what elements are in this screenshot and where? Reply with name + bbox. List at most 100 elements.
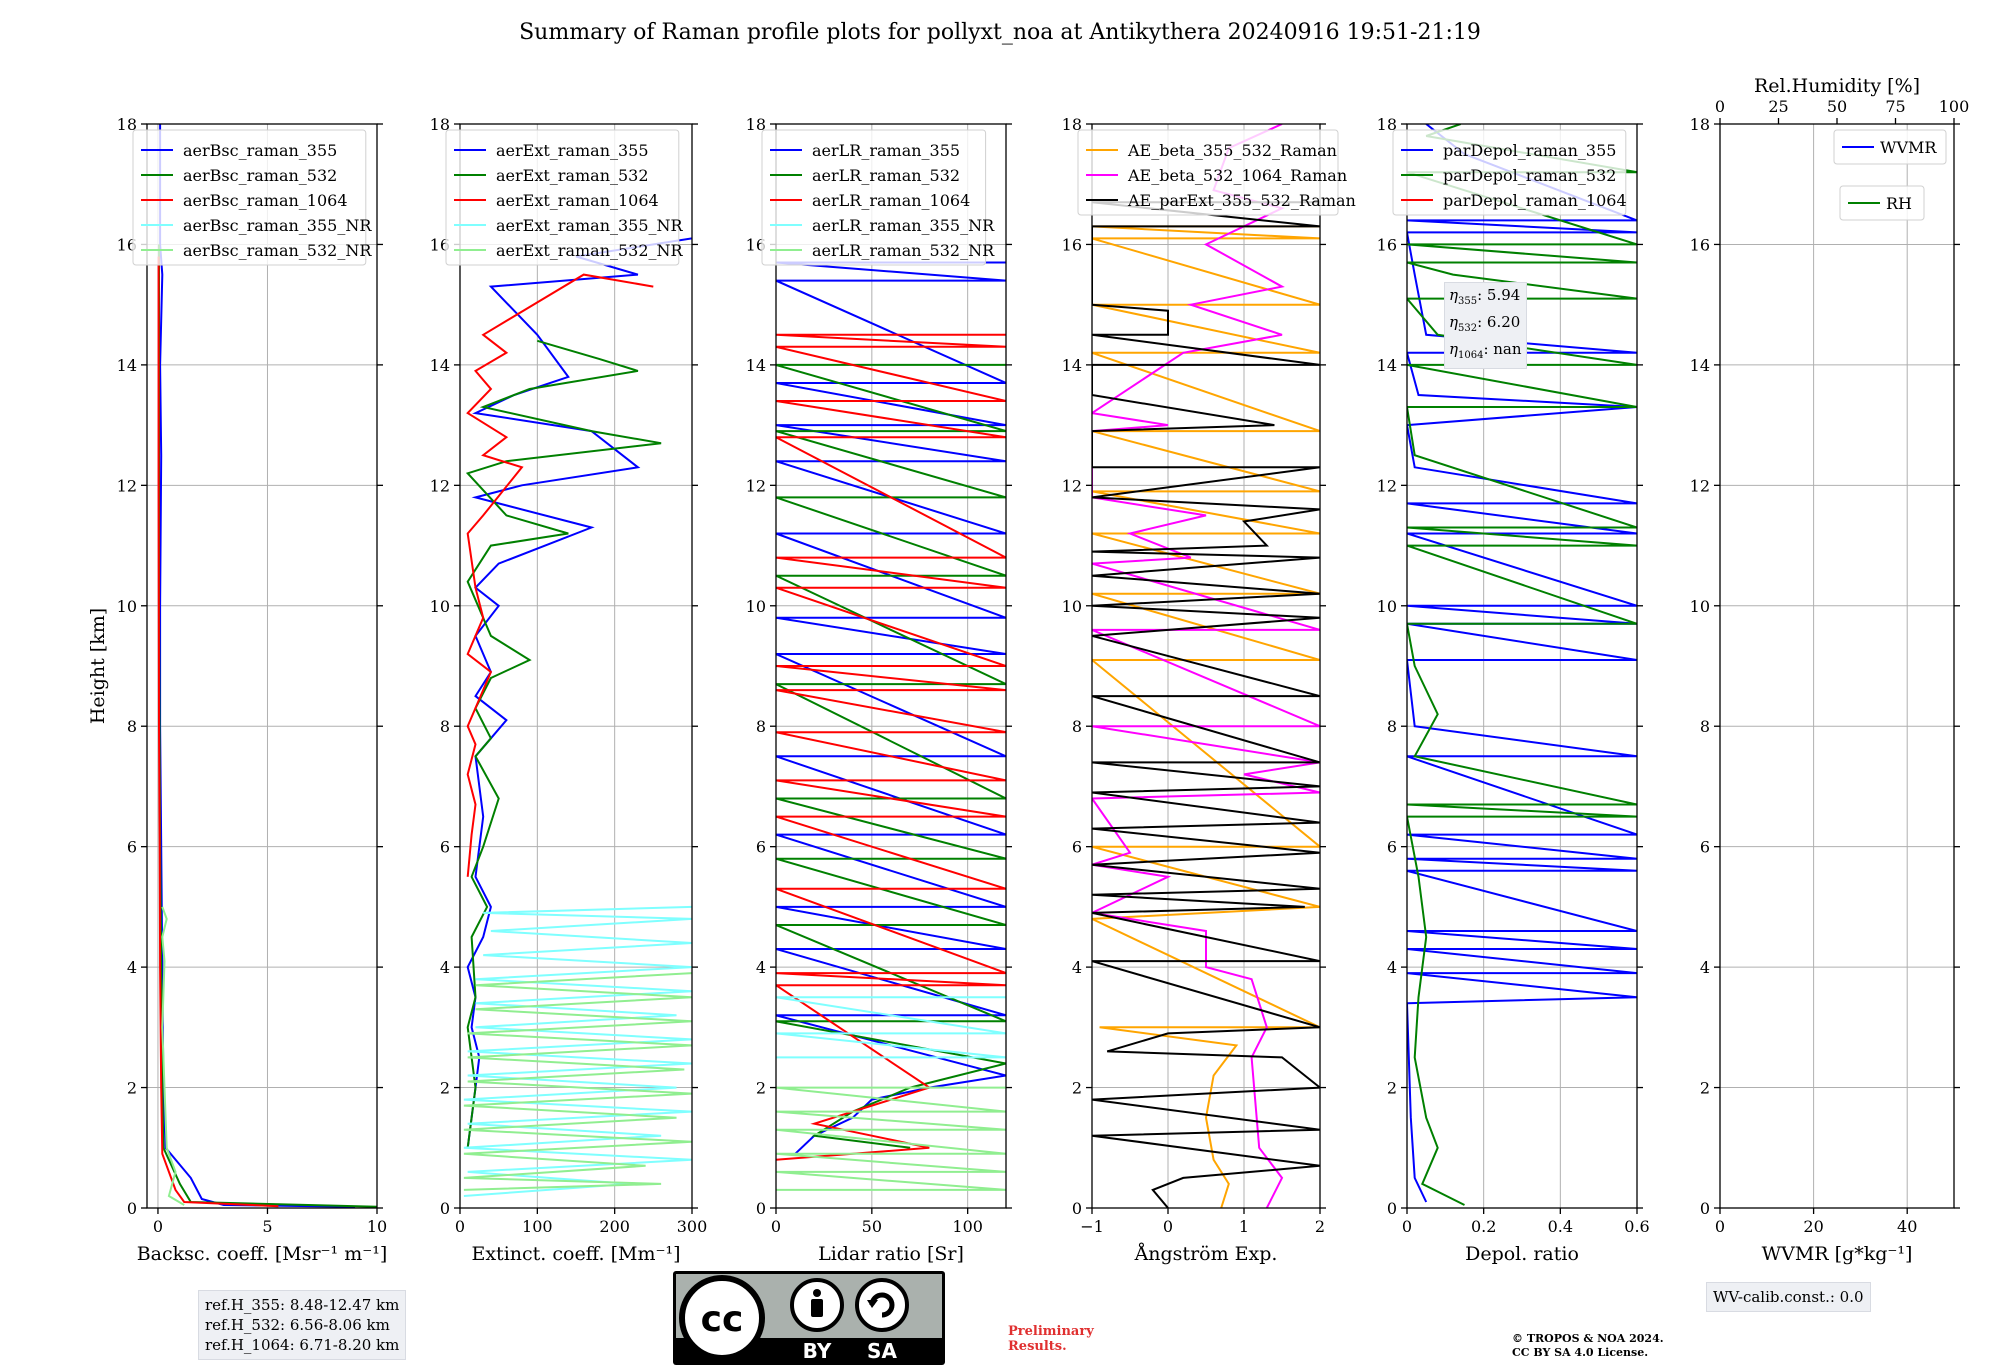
cc-license-badge: cc BY SA: [673, 1271, 945, 1365]
panel1-series-aerBsc_raman_532: [158, 244, 377, 1208]
panel2-ytick-label-7: 14: [430, 356, 450, 375]
cc-circle-icon: [679, 1275, 765, 1361]
panel4-ytick-label-9: 18: [1062, 115, 1082, 134]
panel6-top-xtick-label-4: 100: [1939, 97, 1970, 116]
figure-title: Summary of Raman profile plots for polly…: [519, 20, 1481, 45]
panel2-legend-label-3: aerExt_raman_355_NR: [496, 216, 684, 235]
panel4-xtick-label-1: 0: [1163, 1217, 1173, 1236]
panel5-ytick-label-8: 16: [1377, 235, 1397, 254]
panel3-legend-label-4: aerLR_raman_532_NR: [812, 241, 995, 260]
panel2-xtick-label-0: 0: [455, 1217, 465, 1236]
ref-height-1064: ref.H_1064: 6.71-8.20 km: [205, 1336, 400, 1354]
panel1-ytick-label-4: 8: [127, 717, 137, 736]
panel2-legend-label-4: aerExt_raman_532_NR: [496, 241, 684, 260]
panel4-ytick-label-4: 8: [1072, 717, 1082, 736]
panel6-xtick-label-1: 20: [1803, 1217, 1823, 1236]
panel3-xtick-label-0: 0: [771, 1217, 781, 1236]
panel6-ytick-label-7: 14: [1690, 356, 1710, 375]
panel3-series-aerLR_raman_355: [776, 261, 1006, 1155]
panel1-legend-label-2: aerBsc_raman_1064: [183, 191, 348, 210]
eta-355: η355: 5.94: [1449, 286, 1521, 307]
panel5-legend-label-2: parDepol_raman_1064: [1443, 191, 1627, 210]
panel2-xtick-label-3: 300: [677, 1217, 708, 1236]
panel4-ytick-label-5: 10: [1062, 597, 1082, 616]
panel2-series-aerExt_raman_532_NR: [463, 972, 692, 1191]
panel1-frame: [146, 123, 378, 1209]
panel6-ytick-label-9: 18: [1690, 115, 1710, 134]
panel3-frame: [775, 123, 1007, 1209]
panel2-ytick-label-2: 4: [440, 958, 450, 977]
panel1-series-aerBsc_raman_532_NR: [161, 906, 185, 1206]
eta-1064: η1064: nan: [1449, 340, 1522, 361]
panel1-ytick-label-6: 12: [117, 476, 137, 495]
panel4-series-AE_beta_532_1064_Raman: [1092, 124, 1320, 1208]
eta-532: η532: 6.20: [1449, 313, 1521, 334]
panel4-ytick-label-6: 12: [1062, 476, 1082, 495]
cc-mark: cc: [701, 1299, 744, 1340]
panel6-top-xlabel: Rel.Humidity [%]: [1754, 75, 1920, 97]
panel1-legend-label-3: aerBsc_raman_355_NR: [183, 216, 372, 235]
share-alike-icon: [855, 1278, 909, 1332]
panel2-legend-label-0: aerExt_raman_355: [496, 141, 649, 160]
panel1-ytick-label-3: 6: [127, 838, 137, 857]
panel3-legend-label-2: aerLR_raman_1064: [812, 191, 970, 210]
panel3-xtick-label-2: 100: [952, 1217, 983, 1236]
panel4-legend-label-1: AE_beta_532_1064_Raman: [1127, 166, 1347, 185]
panel2-xtick-label-1: 100: [522, 1217, 553, 1236]
panel5-xlabel: Depol. ratio: [1465, 1243, 1579, 1265]
panel1-series-aerBsc_raman_355: [159, 124, 356, 1208]
panel2-ytick-label-9: 18: [430, 115, 450, 134]
panel2-series-aerExt_raman_355: [466, 237, 692, 1148]
panel4-ytick-label-1: 2: [1072, 1079, 1082, 1098]
panel3-ytick-label-0: 0: [756, 1199, 766, 1218]
panel6-xtick-label-2: 40: [1897, 1217, 1917, 1236]
panel1-ytick-label-9: 18: [117, 115, 137, 134]
panel1-ytick-label-2: 4: [127, 958, 137, 977]
panel2-ytick-label-1: 2: [440, 1079, 450, 1098]
panel5-series-parDepol_raman_532: [1407, 124, 1637, 1206]
eta-box: η355: 5.94 η532: 6.20 η1064: nan: [1444, 282, 1527, 369]
panel3-ytick-label-2: 4: [756, 958, 766, 977]
panel2-xtick-label-2: 200: [599, 1217, 630, 1236]
panel4-legend: [1077, 129, 1339, 216]
panel1-legend-label-0: aerBsc_raman_355: [183, 141, 337, 160]
panel4-series-AE_beta_355_532_Raman: [1092, 225, 1320, 1208]
panel3-ytick-label-4: 8: [756, 717, 766, 736]
panel3-ytick-label-1: 2: [756, 1079, 766, 1098]
panel4-xtick-label-2: 1: [1239, 1217, 1249, 1236]
panel1-legend-label-4: aerBsc_raman_532_NR: [183, 241, 372, 260]
panel3-ytick-label-8: 16: [746, 235, 766, 254]
panel5-ytick-label-1: 2: [1387, 1079, 1397, 1098]
panel6-ytick-label-8: 16: [1690, 235, 1710, 254]
ref-height-355: ref.H_355: 8.48-12.47 km: [205, 1296, 400, 1314]
panel3-series-aerLR_raman_1064: [776, 333, 1006, 1161]
panel1-ytick-label-5: 10: [117, 597, 137, 616]
copyright-note: © TROPOS & NOA 2024. CC BY SA 4.0 License…: [1512, 1332, 1664, 1359]
panel4-xtick-label-3: 2: [1315, 1217, 1325, 1236]
panel5-ytick-label-2: 4: [1387, 958, 1397, 977]
panel2-ytick-label-6: 12: [430, 476, 450, 495]
panel5-xtick-label-0: 0: [1402, 1217, 1412, 1236]
panel6-legend-label-rh: RH: [1886, 194, 1912, 213]
panel2-frame: [459, 123, 693, 1209]
panel2-series-aerExt_raman_532: [465, 339, 662, 1148]
panel1-ytick-label-1: 2: [127, 1079, 137, 1098]
panel5-frame: [1406, 123, 1638, 1209]
panel3-legend: [761, 129, 987, 266]
panel3-ytick-label-5: 10: [746, 597, 766, 616]
panel3-ytick-label-9: 18: [746, 115, 766, 134]
panel6-top-xtick-label-1: 25: [1768, 97, 1788, 116]
panel5-xtick-label-1: 0.2: [1471, 1217, 1496, 1236]
panel3-legend-label-1: aerLR_raman_532: [812, 166, 960, 185]
panel1-xlabel: Backsc. coeff. [Msr⁻¹ m⁻¹]: [137, 1243, 388, 1265]
panel1-legend: [132, 129, 367, 266]
panel4-ytick-label-3: 6: [1072, 838, 1082, 857]
panel4-ytick-label-7: 14: [1062, 356, 1082, 375]
panel3-ytick-label-6: 12: [746, 476, 766, 495]
y-axis-label: Height [km]: [87, 608, 109, 724]
panel6-legend-wvmr: [1833, 129, 1947, 165]
panel6-ytick-label-4: 8: [1700, 717, 1710, 736]
panel5-ytick-label-4: 8: [1387, 717, 1397, 736]
panel3-legend-label-3: aerLR_raman_355_NR: [812, 216, 995, 235]
